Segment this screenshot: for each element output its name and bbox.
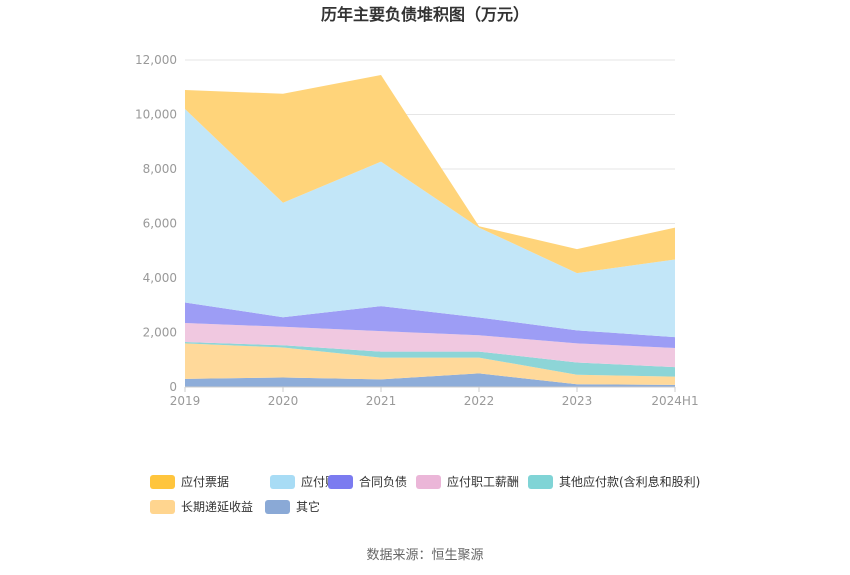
legend-label[interactable]: 应付票据 xyxy=(181,474,229,489)
area-series xyxy=(185,74,675,274)
x-tick-label: 2020 xyxy=(268,394,299,408)
source-note: 数据来源：恒生聚源 xyxy=(366,548,483,563)
x-tick-label: 2021 xyxy=(366,394,397,408)
y-tick-label: 12,000 xyxy=(135,53,177,67)
legend-label[interactable]: 长期递延收益 xyxy=(181,500,253,514)
y-tick-labels: 0 2,000 4,000 6,000 8,000 10,000 12,000 xyxy=(135,53,177,394)
chart-title: 历年主要负债堆积图（万元） xyxy=(321,5,529,24)
legend-swatch[interactable] xyxy=(270,475,295,489)
area-layer xyxy=(185,74,675,387)
x-tick-label: 2024H1 xyxy=(651,394,698,408)
area-series xyxy=(185,322,675,368)
area-series xyxy=(185,109,675,338)
legend-swatch[interactable] xyxy=(328,475,353,489)
legend-swatch[interactable] xyxy=(265,500,290,514)
x-tick-label: 2022 xyxy=(464,394,495,408)
legend-label[interactable]: 合同负债 xyxy=(359,474,407,489)
area-series xyxy=(185,342,675,377)
legend-swatch[interactable] xyxy=(150,500,175,514)
y-tick-label: 4,000 xyxy=(143,271,177,285)
legend-label[interactable]: 其他应付款(含利息和股利) xyxy=(559,474,700,489)
y-tick-label: 2,000 xyxy=(143,326,177,340)
area-series xyxy=(185,302,675,349)
legend: 应付票据 应付账款 合同负债 应付职工薪酬 其他应付款(含利息和股利)长期递延收益 其它 xyxy=(150,474,700,514)
legend-label[interactable]: 应付职工薪酬 xyxy=(447,474,519,489)
area-series xyxy=(185,373,675,387)
legend-swatch[interactable] xyxy=(416,475,441,489)
y-tick-label: 6,000 xyxy=(143,217,177,231)
x-tick-label: 2023 xyxy=(562,394,593,408)
area-series xyxy=(185,343,675,385)
y-tick-label: 0 xyxy=(169,380,177,394)
y-tick-label: 8,000 xyxy=(143,162,177,176)
x-tick-label: 2019 xyxy=(170,394,201,408)
legend-label[interactable]: 其它 xyxy=(296,499,320,514)
legend-swatch[interactable] xyxy=(150,475,175,489)
legend-swatch[interactable] xyxy=(528,475,553,489)
x-tick-labels: 2019 2020 2021 2022 2023 2024H1 xyxy=(170,387,699,408)
y-tick-label: 10,000 xyxy=(135,108,177,122)
